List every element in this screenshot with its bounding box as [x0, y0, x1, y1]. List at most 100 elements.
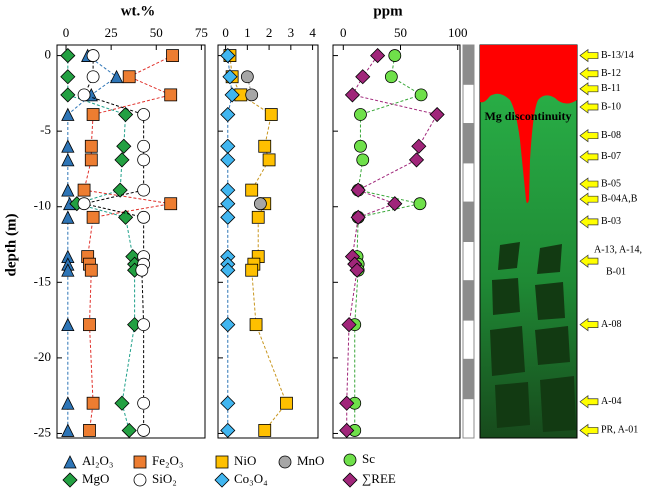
point — [61, 423, 75, 437]
plot-frame — [217, 44, 319, 439]
sample-label: B-05 — [601, 178, 621, 189]
point — [61, 152, 75, 167]
point — [86, 396, 100, 410]
arrow — [579, 192, 599, 206]
point — [166, 49, 179, 62]
point — [370, 48, 386, 64]
y-tick-label: 0 — [45, 47, 52, 62]
x-tick-label: 3 — [288, 25, 295, 40]
legend-marker — [278, 455, 292, 469]
arrow — [579, 395, 599, 409]
strip — [462, 241, 475, 282]
x-tick-label: 100 — [448, 25, 468, 40]
point — [60, 69, 76, 85]
point — [86, 210, 100, 224]
point — [109, 69, 124, 84]
legend-marker — [215, 455, 229, 469]
point — [220, 422, 236, 439]
legend-marker — [133, 473, 147, 487]
point — [164, 197, 178, 211]
point — [61, 210, 75, 224]
arrow — [579, 215, 599, 229]
point — [121, 422, 137, 439]
point — [60, 48, 76, 64]
arrow — [579, 100, 599, 114]
y-tick-label: -10 — [34, 198, 51, 213]
legend-label: ∑REE — [362, 471, 396, 486]
x-tick-label: 50 — [150, 25, 163, 40]
arrow — [579, 128, 599, 143]
sample-label: B-01 — [606, 266, 626, 277]
x-tick-label: 1 — [244, 25, 251, 40]
point — [137, 153, 151, 167]
point — [137, 424, 151, 437]
point — [245, 88, 259, 102]
point — [245, 263, 259, 277]
point — [122, 70, 136, 84]
sample-label: PR, A-01 — [601, 425, 638, 436]
point — [240, 70, 254, 84]
point — [384, 70, 398, 84]
point — [137, 396, 151, 410]
point — [164, 88, 178, 102]
y-axis-label: depth (m) — [3, 214, 19, 277]
point — [84, 139, 98, 153]
point — [280, 396, 293, 410]
legend-label: Sc — [362, 451, 375, 466]
point — [86, 49, 100, 62]
point — [118, 106, 134, 123]
point — [388, 49, 402, 62]
legend-marker — [62, 472, 78, 488]
point — [220, 317, 236, 333]
point — [264, 108, 278, 121]
annotation: Mg discontinuity — [484, 109, 571, 123]
legend-label: Fe₂O₃ — [152, 453, 183, 468]
point — [245, 183, 259, 197]
point — [83, 318, 96, 332]
point — [413, 197, 427, 211]
series-line — [346, 55, 438, 431]
series-line — [229, 55, 288, 431]
point — [354, 139, 367, 153]
arrow — [579, 423, 599, 438]
plot-frame — [332, 44, 461, 439]
sample-label: B-08 — [601, 130, 621, 141]
point — [220, 395, 236, 411]
series-line — [354, 55, 423, 431]
point — [137, 183, 151, 197]
point — [114, 395, 130, 411]
sample-label: A-04 — [601, 396, 622, 407]
sample-label: B-03 — [601, 216, 621, 227]
point — [356, 153, 370, 167]
arrow — [579, 177, 599, 191]
strip — [462, 280, 475, 321]
x-tick-label: 4 — [309, 25, 316, 40]
legend-marker — [342, 472, 358, 488]
point — [137, 318, 151, 332]
point — [220, 106, 236, 123]
strip — [462, 162, 475, 203]
point — [253, 197, 267, 211]
blocks — [490, 242, 576, 432]
x-tick-label: 0 — [63, 25, 70, 40]
x-tick-label: 2 — [266, 25, 273, 40]
strip — [462, 358, 475, 400]
point — [220, 262, 236, 278]
point — [220, 182, 236, 198]
point — [116, 138, 132, 154]
point — [220, 138, 236, 154]
point — [84, 153, 98, 167]
point — [61, 396, 75, 410]
strip — [462, 398, 475, 439]
y-tick-label: -5 — [40, 122, 51, 137]
point — [339, 422, 355, 439]
legend-label: Al₂O₃ — [82, 453, 113, 468]
y-tick-label: -15 — [34, 273, 51, 288]
series-line — [227, 55, 233, 431]
sample-label: B-13/14 — [601, 50, 634, 61]
point — [137, 108, 151, 121]
point — [339, 395, 355, 411]
sample-label: B-12 — [601, 68, 621, 79]
plot-frame — [56, 44, 206, 439]
point — [222, 69, 238, 85]
